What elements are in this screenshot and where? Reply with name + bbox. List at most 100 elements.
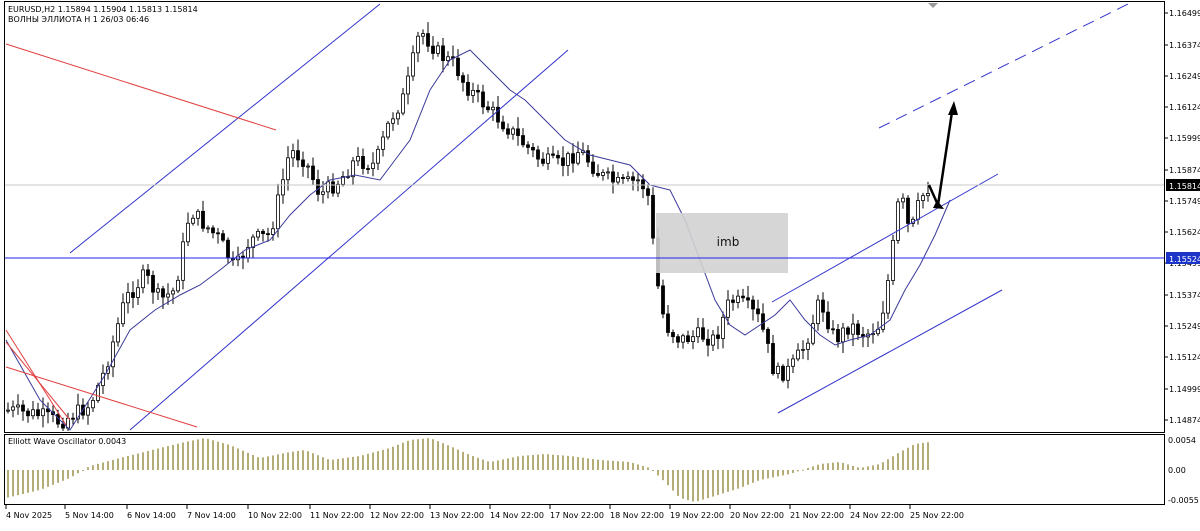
oscillator-bar [47, 470, 49, 487]
main-pane-frame [4, 1, 1165, 433]
oscillator-bar [847, 464, 849, 470]
oscillator-bar [772, 470, 774, 478]
candle-bull [606, 171, 610, 174]
candle-bull [376, 148, 380, 164]
oscillator-bar [642, 465, 644, 470]
candle-bear [716, 334, 720, 339]
candle-bear [226, 239, 230, 259]
oscillator-bar [287, 452, 289, 470]
oscillator-bar [727, 470, 729, 492]
oscillator-bar [792, 470, 794, 473]
candle-bear [831, 328, 835, 331]
oscillator-bar [7, 470, 9, 498]
oscillator-bar [472, 456, 474, 470]
candle-bull [891, 239, 895, 281]
oscillator-bar [157, 448, 159, 470]
oscillator-bar [872, 465, 874, 470]
candle-bull [626, 176, 630, 179]
candle-bear [686, 335, 690, 342]
oscillator-bar [762, 470, 764, 480]
oscillator-bar [687, 470, 689, 501]
channel-upper-left [69, 3, 381, 254]
x-tick-label: 12 Nov 22:00 [370, 511, 424, 520]
oscillator-bar [492, 461, 494, 470]
candle-bull [111, 341, 115, 368]
candle-bull [191, 217, 195, 224]
candle-bull [126, 292, 130, 304]
candle-bull [176, 279, 180, 292]
candle-bull [691, 336, 695, 342]
current-price-label: 1.15814 [1169, 182, 1200, 191]
candle-bear [586, 150, 590, 163]
candle-bull [196, 210, 200, 219]
oscillator-bar [647, 467, 649, 470]
oscillator-bar [512, 457, 514, 470]
x-tick-label: 18 Nov 22:00 [610, 511, 664, 520]
oscillator-bar [342, 458, 344, 470]
oscillator-bar [197, 439, 199, 470]
fan-line-diag-1 [5, 329, 67, 426]
oscillator-bar [277, 454, 279, 470]
oscillator-bar [507, 458, 509, 470]
oscillator-bar [587, 458, 589, 470]
oscillator-bar [152, 449, 154, 470]
candle-bull [601, 172, 605, 176]
candle-bull [411, 52, 415, 77]
oscillator-label: Elliott Wave Oscillator 0.0043 [8, 437, 126, 446]
oscillator-bar [477, 457, 479, 470]
x-tick-label: 7 Nov 14:00 [187, 511, 236, 520]
y-tick-label: 1.16374 [1169, 41, 1200, 50]
x-tick-label: 11 Nov 22:00 [310, 511, 364, 520]
oscillator-bar [322, 457, 324, 470]
oscillator-bar [187, 441, 189, 470]
oscillator-bar [522, 455, 524, 470]
candle-bear [131, 292, 135, 298]
oscillator-bar [217, 441, 219, 470]
arrow-up-stroke [936, 111, 954, 206]
oscillator-bar [102, 462, 104, 470]
price-axis[interactable]: 1.16499 1.16374 1.16249 1.16124 1.15999 1.158… [1164, 9, 1200, 425]
candle-bull [16, 404, 20, 408]
candle-bear [571, 153, 575, 164]
oscillator-bar [347, 457, 349, 470]
symbol-header: EURUSD,H2 1.15894 1.15904 1.15813 1.1581… [8, 5, 198, 14]
candle-bear [671, 332, 675, 338]
oscillator-bar [917, 443, 919, 470]
time-axis[interactable]: 4 Nov 2025 5 Nov 14:00 6 Nov 14:00 7 Nov 14… [5, 505, 964, 520]
oscillator-bar [612, 460, 614, 470]
candle-bull [791, 358, 795, 367]
candle-bear [441, 45, 445, 61]
oscillator-bar [62, 470, 64, 481]
candle-bear [561, 157, 565, 166]
candle-bull [251, 236, 255, 248]
y-tick-label: 1.15624 [1169, 228, 1200, 237]
oscillator-bar [407, 440, 409, 470]
candle-bear [631, 176, 635, 181]
oscillator-bar [912, 445, 914, 470]
candle-bear [366, 168, 370, 170]
chart-shift-marker[interactable] [928, 3, 938, 8]
candle-bull [6, 409, 10, 412]
oscillator-bar [757, 470, 759, 481]
y-tick-label: 1.15124 [1169, 353, 1200, 362]
candle-bear [161, 288, 165, 298]
candle-bear [741, 295, 745, 299]
candle-bull [136, 287, 140, 298]
candle-bull [341, 176, 345, 185]
oscillator-bar [842, 462, 844, 470]
oscillator-bar [922, 442, 924, 470]
fan-line-bottom [5, 366, 198, 428]
candle-bull [721, 316, 725, 339]
candle-bull [41, 408, 45, 417]
candle-bear [496, 106, 500, 123]
imbalance-label: imb [717, 235, 740, 249]
oscillator-bars [7, 438, 929, 502]
oscillator-bar [337, 458, 339, 470]
oscillator-bar [652, 470, 654, 471]
oscillator-bar [602, 460, 604, 470]
candle-bull [446, 56, 450, 61]
candle-bull [401, 93, 405, 114]
oscillator-bar [17, 470, 19, 496]
